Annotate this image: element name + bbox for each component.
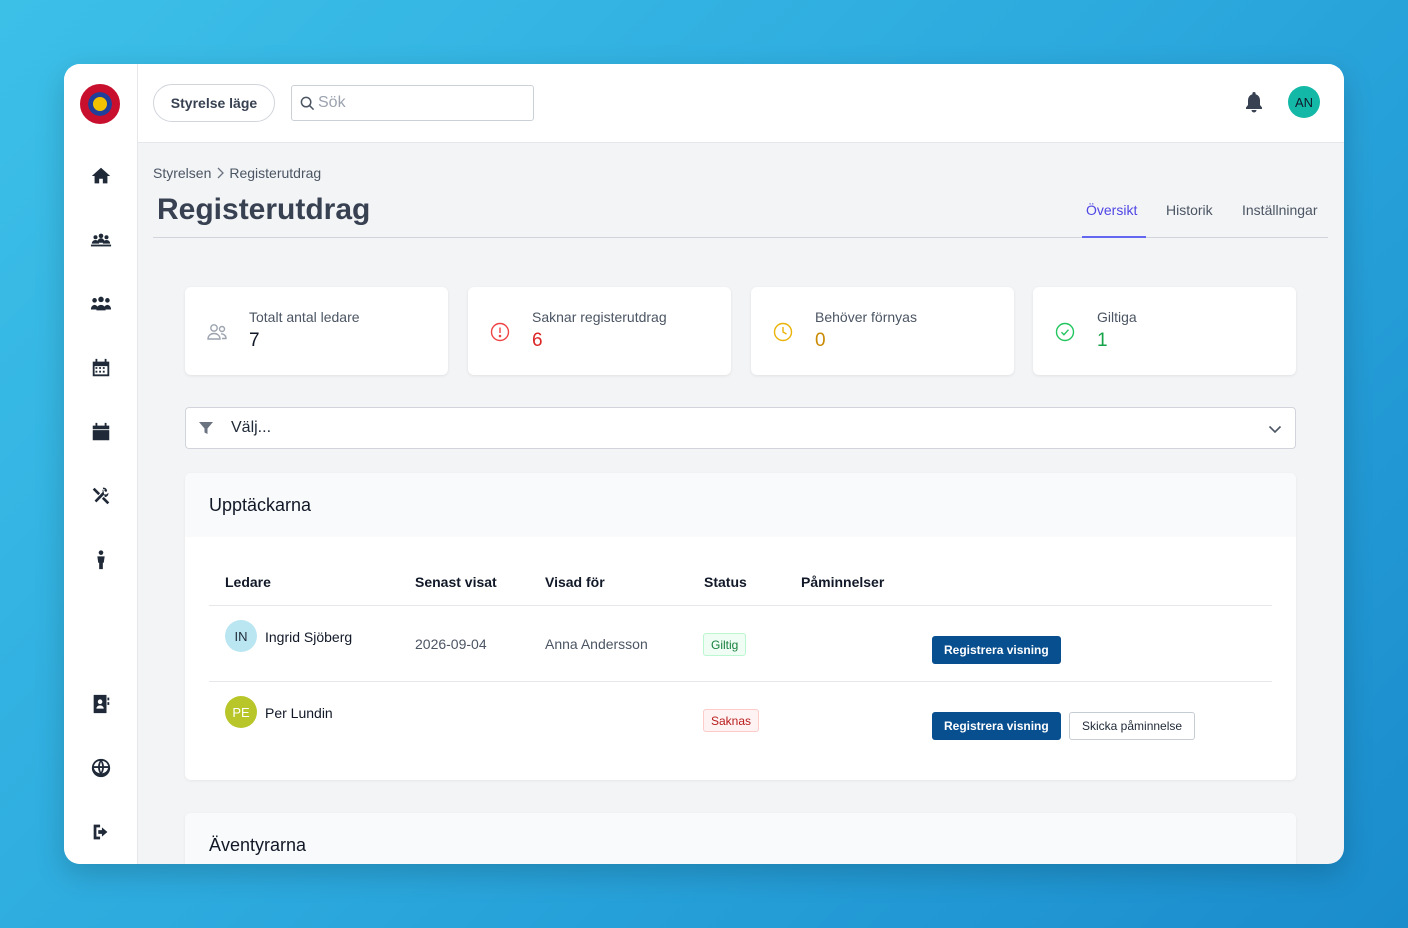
sidebar xyxy=(64,64,138,864)
table-row: PE Per Lundin Saknas Registrera visning … xyxy=(185,682,1296,758)
breadcrumb-parent[interactable]: Styrelsen xyxy=(153,165,212,181)
table-divider xyxy=(209,605,1272,606)
table-row: IN Ingrid Sjöberg 2026-09-04 Anna Anders… xyxy=(185,606,1296,682)
avatar: IN xyxy=(225,620,257,652)
tools-icon[interactable] xyxy=(89,484,113,508)
avatar: PE xyxy=(225,696,257,728)
stat-label: Giltiga xyxy=(1097,309,1137,325)
stat-card-valid: Giltiga 1 xyxy=(1033,287,1296,375)
chevron-down-icon xyxy=(1267,421,1283,437)
people-icon[interactable] xyxy=(89,292,113,316)
status-badge: Giltig xyxy=(703,633,747,656)
send-reminder-button[interactable]: Skicka påminnelse xyxy=(1069,712,1196,740)
calendar-icon[interactable] xyxy=(89,420,113,444)
stat-label: Saknar registerutdrag xyxy=(532,309,667,325)
home-icon[interactable] xyxy=(89,164,113,188)
column-header: Status xyxy=(704,574,747,590)
check-circle-icon xyxy=(1053,320,1077,344)
board-mode-button[interactable]: Styrelse läge xyxy=(153,84,275,122)
stat-card-needs-renewal: Behöver förnyas 0 xyxy=(751,287,1014,375)
search-box xyxy=(291,85,534,121)
filter-placeholder: Välj... xyxy=(231,419,272,436)
stat-card-missing: Saknar registerutdrag 6 xyxy=(468,287,731,375)
status-badge: Saknas xyxy=(703,709,760,732)
section-title: Äventyrarna xyxy=(185,813,1296,864)
clock-icon xyxy=(771,320,795,344)
column-header: Påminnelser xyxy=(801,574,885,590)
stat-value: 0 xyxy=(815,330,826,351)
bell-icon[interactable] xyxy=(1244,91,1266,113)
filter-icon xyxy=(198,420,214,436)
register-viewing-button[interactable]: Registrera visning xyxy=(932,712,1061,740)
breadcrumb-current: Registerutdrag xyxy=(229,165,322,181)
contact-card-icon[interactable] xyxy=(89,692,113,716)
column-header: Visad för xyxy=(545,574,605,590)
app-window: Styrelse läge AN Styrelsen Registerutdra… xyxy=(64,64,1344,864)
organization-logo[interactable] xyxy=(80,84,120,124)
users-icon xyxy=(205,320,229,344)
group-meeting-icon[interactable] xyxy=(89,228,113,252)
unit-section: Upptäckarna Ledare Senast visat Visad fö… xyxy=(185,473,1296,780)
column-header: Senast visat xyxy=(415,574,497,590)
alert-circle-icon xyxy=(488,320,512,344)
user-avatar[interactable]: AN xyxy=(1288,86,1320,118)
section-title: Upptäckarna xyxy=(185,473,1296,537)
stat-value: 7 xyxy=(249,330,260,351)
calendar-grid-icon[interactable] xyxy=(89,356,113,380)
stat-card-total-leaders: Totalt antal ledare 7 xyxy=(185,287,448,375)
table-divider xyxy=(209,681,1272,682)
active-tab-indicator xyxy=(1082,236,1146,238)
search-input[interactable] xyxy=(318,86,528,120)
last-shown-date: 2026-09-04 xyxy=(415,636,487,652)
column-header: Ledare xyxy=(225,574,271,590)
leader-name: Per Lundin xyxy=(265,705,333,721)
stat-label: Behöver förnyas xyxy=(815,309,917,325)
top-bar: Styrelse läge AN xyxy=(138,64,1344,143)
tab-historik[interactable]: Historik xyxy=(1166,202,1213,218)
stat-label: Totalt antal ledare xyxy=(249,309,360,325)
globe-icon[interactable] xyxy=(89,756,113,780)
shown-to: Anna Andersson xyxy=(545,636,648,652)
search-icon xyxy=(300,96,315,111)
header-divider xyxy=(153,237,1328,238)
stat-value: 6 xyxy=(532,330,543,351)
unit-section: Äventyrarna xyxy=(185,813,1296,864)
leader-name: Ingrid Sjöberg xyxy=(265,629,353,645)
register-viewing-button[interactable]: Registrera visning xyxy=(932,636,1061,664)
breadcrumb: Styrelsen Registerutdrag xyxy=(153,165,321,181)
person-icon[interactable] xyxy=(89,548,113,572)
tab-installningar[interactable]: Inställningar xyxy=(1242,202,1318,218)
tab-oversikt[interactable]: Översikt xyxy=(1086,202,1138,218)
page-title: Registerutdrag xyxy=(157,193,371,226)
stat-value: 1 xyxy=(1097,330,1108,351)
sign-out-icon[interactable] xyxy=(89,820,113,844)
chevron-right-icon xyxy=(217,167,225,179)
unit-filter-select[interactable]: Välj... xyxy=(185,407,1296,449)
